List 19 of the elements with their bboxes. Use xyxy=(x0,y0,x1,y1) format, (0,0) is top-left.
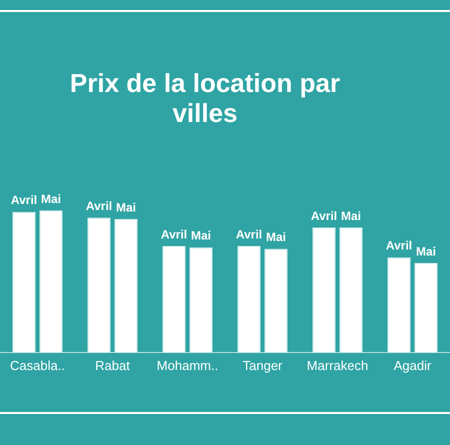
text: Avril xyxy=(160,227,188,242)
text: Mai xyxy=(190,228,212,243)
text: Avril xyxy=(236,227,262,242)
x-tick-label: Rabat xyxy=(95,358,130,373)
text: Mai xyxy=(340,208,362,223)
x-tick-label: Mohamm.. xyxy=(156,358,218,373)
x-tick-label: Marrakech xyxy=(306,358,368,373)
text: Avril xyxy=(10,193,38,208)
series-label: Avril xyxy=(86,198,112,213)
text: Mai xyxy=(266,230,286,244)
chart-title: Prix de la location par villes xyxy=(68,68,342,128)
x-tick-label: Tanger xyxy=(242,358,284,373)
x-tick-label: Agadir xyxy=(394,358,432,373)
text: Avril xyxy=(386,238,412,253)
x-tick-label: Casabla.. xyxy=(10,358,65,373)
text: Avril xyxy=(310,208,338,223)
series-label: Mai xyxy=(116,200,136,214)
text: Mai xyxy=(416,244,436,258)
text: Mai xyxy=(40,192,62,206)
